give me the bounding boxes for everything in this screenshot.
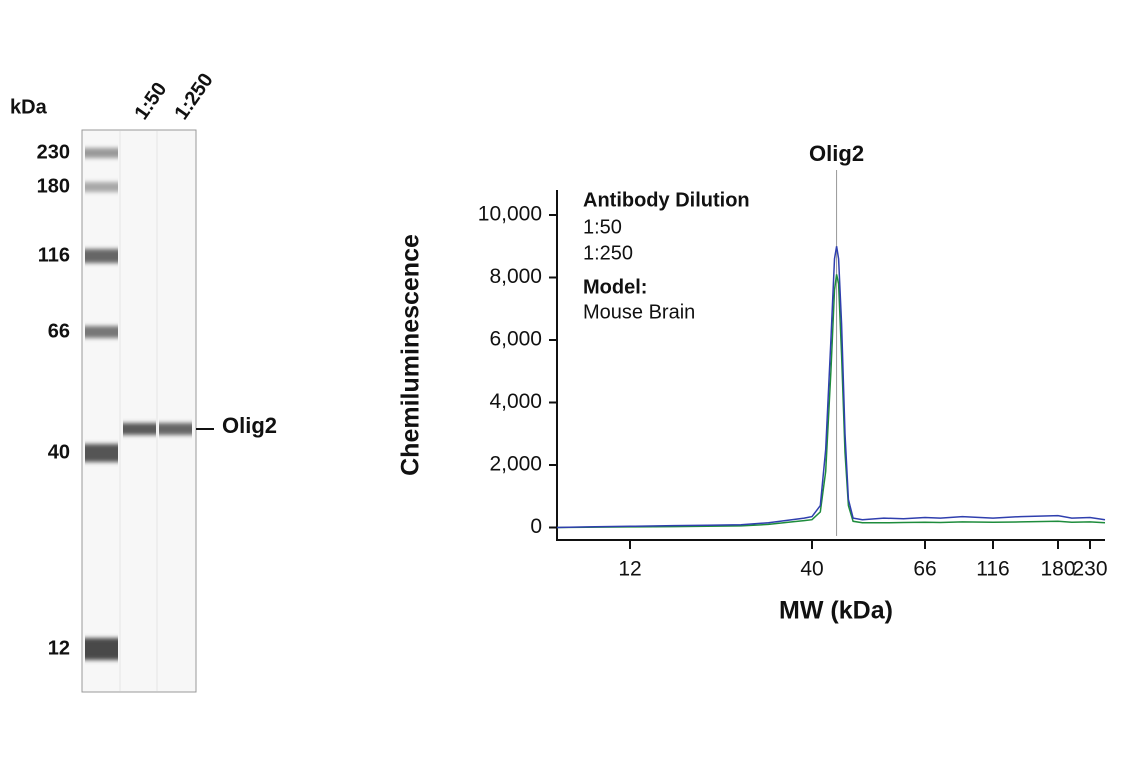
y-axis-label: Chemiluminescence: [397, 234, 425, 476]
y-tick-label: 6,000: [489, 328, 542, 351]
y-tick-label: 4,000: [489, 390, 542, 413]
lane-label: 1:250: [170, 69, 217, 124]
x-tick-label: 116: [976, 558, 1009, 581]
unit-label: kDa: [10, 96, 48, 118]
x-axis-label: MW (kDa): [779, 597, 893, 625]
lane-label: 1:50: [130, 78, 171, 123]
ladder-band: [85, 638, 118, 660]
band-label: Olig2: [222, 413, 277, 438]
legend-entry: 1:250: [583, 242, 633, 264]
ladder-label: 230: [37, 141, 70, 163]
model-name: Mouse Brain: [583, 301, 695, 323]
x-tick-label: 180: [1040, 558, 1075, 581]
ladder-band: [85, 148, 118, 158]
ladder-label: 12: [48, 637, 70, 659]
ladder-band: [85, 326, 118, 338]
x-tick-label: 40: [800, 558, 823, 581]
x-tick-label: 230: [1072, 558, 1107, 581]
ladder-label: 180: [37, 175, 70, 197]
legend-entry: 1:50: [583, 216, 622, 238]
y-tick-label: 8,000: [489, 265, 542, 288]
model-title: Model:: [583, 276, 647, 298]
legend-title: Antibody Dilution: [583, 189, 750, 211]
x-tick-label: 12: [618, 558, 641, 581]
y-tick-label: 0: [530, 515, 542, 538]
y-tick-label: 10,000: [478, 203, 542, 226]
sample-band: [123, 423, 156, 435]
ladder-label: 116: [38, 244, 70, 266]
annotation-label: Olig2: [809, 141, 864, 166]
sample-band: [159, 423, 192, 435]
ladder-band: [85, 182, 118, 192]
ladder-band: [85, 249, 118, 263]
series-line: [556, 274, 1106, 529]
series-line: [556, 246, 1106, 529]
y-tick-label: 2,000: [489, 453, 542, 476]
ladder-label: 40: [48, 441, 70, 463]
ladder-band: [85, 444, 118, 462]
ladder-label: 66: [48, 320, 70, 342]
x-tick-label: 66: [913, 558, 936, 581]
blot-frame: [81, 129, 197, 693]
